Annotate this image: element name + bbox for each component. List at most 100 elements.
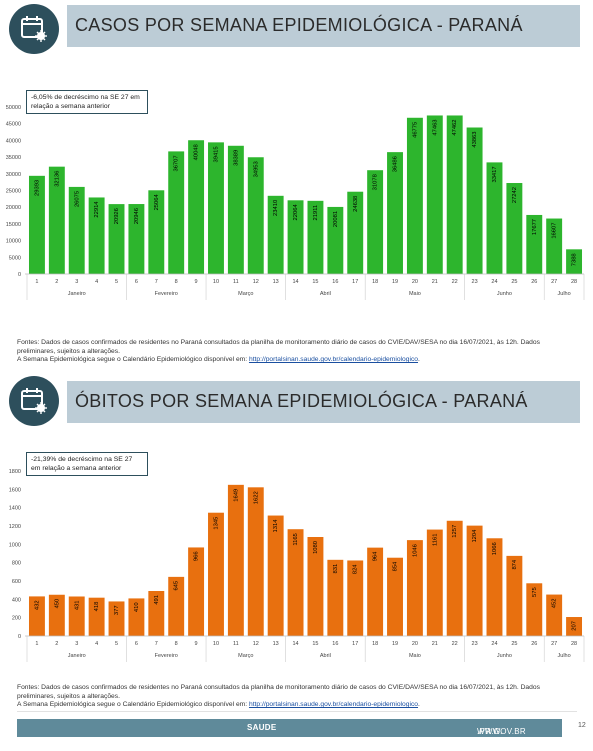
bar (566, 249, 583, 274)
bar (208, 512, 224, 636)
y-tick-label: 30000 (6, 172, 21, 178)
bar (387, 557, 403, 636)
x-tick-label: 22 (452, 279, 458, 285)
data-label: 410 (134, 602, 140, 612)
x-tick-label: 12 (253, 641, 259, 647)
bar (247, 157, 264, 274)
data-label: 36707 (174, 155, 180, 171)
x-tick-label: 10 (213, 641, 219, 647)
x-tick-label: 16 (332, 279, 338, 285)
bar (88, 197, 105, 274)
y-tick-label: 10000 (6, 239, 21, 245)
data-label: 20926 (114, 208, 120, 224)
bar (327, 559, 344, 636)
x-tick-label: 1 (35, 641, 38, 647)
month-label: Março (238, 653, 253, 659)
section-title-obitos: ÓBITOS POR SEMANA EPIDEMIOLÓGICA - PARAN… (67, 381, 580, 423)
data-label: 26075 (74, 191, 80, 207)
data-label: 47463 (432, 119, 438, 135)
deaths-source-line2: A Semana Epidemiológica segue o Calendár… (17, 701, 249, 709)
x-tick-label: 3 (75, 641, 78, 647)
x-tick-label: 17 (352, 641, 358, 647)
y-tick-label: 0 (18, 272, 21, 278)
deaths-callout-text: -21,39% de decréscimo na SE 27 em relaçã… (31, 456, 133, 472)
bar (128, 204, 145, 274)
bar (188, 140, 205, 274)
page-title: CASOS POR SEMANA EPIDEMIOLÓGICA - PARANÁ (75, 15, 523, 35)
cases-callout-text: -6,05% de decréscimo na SE 27 em relação… (31, 94, 140, 110)
bar (148, 590, 165, 636)
bar (188, 547, 205, 636)
calendar-virus-icon (9, 376, 59, 426)
data-label: 22064 (293, 204, 299, 221)
bar (426, 115, 443, 275)
bar (287, 529, 304, 636)
y-tick-label: 15000 (6, 222, 21, 228)
y-tick-label: 0 (18, 634, 21, 640)
month-label: Maio (409, 291, 421, 297)
y-tick-label: 35000 (6, 155, 21, 161)
data-label: 824 (353, 564, 359, 574)
data-label: 1046 (412, 544, 418, 557)
data-label: 1345 (214, 517, 220, 530)
month-label: Junho (497, 291, 512, 297)
bar (526, 583, 543, 636)
bar (506, 183, 523, 274)
data-label: 31078 (373, 174, 379, 190)
x-tick-label: 13 (273, 279, 279, 285)
cases-callout: -6,05% de decréscimo na SE 27 em relação… (26, 90, 148, 114)
bar (526, 214, 543, 274)
y-tick-label: 800 (12, 561, 21, 567)
bar (48, 594, 65, 636)
bar (307, 200, 324, 274)
deaths-source-note: Fontes: Dados de casos confirmados de re… (17, 684, 577, 710)
bar (506, 555, 523, 636)
bar (108, 204, 125, 274)
x-tick-label: 27 (551, 641, 557, 647)
calendar-link[interactable]: http://portalsinan.saude.gov.br/calendar… (248, 701, 419, 709)
y-tick-label: 600 (12, 579, 21, 585)
bar (148, 190, 165, 274)
bar (546, 218, 563, 274)
footer-site[interactable]: WWW. SAUDE .PR.GOV.BR (247, 723, 526, 736)
bar (446, 115, 463, 274)
x-tick-label: 9 (195, 279, 198, 285)
bar (267, 515, 284, 636)
bar (486, 538, 503, 636)
x-tick-label: 12 (253, 279, 259, 285)
month-label: Julho (558, 653, 571, 659)
month-label: Fevereiro (155, 653, 178, 659)
bar (227, 484, 244, 636)
y-tick-label: 1200 (9, 524, 21, 530)
bar (68, 186, 85, 274)
data-label: 1622 (253, 491, 259, 504)
x-tick-label: 3 (75, 279, 78, 285)
x-tick-label: 26 (531, 279, 537, 285)
x-tick-label: 14 (292, 641, 298, 647)
x-tick-label: 28 (571, 279, 577, 285)
month-label: Julho (558, 291, 571, 297)
month-label: Abril (320, 291, 331, 297)
footer-site-suffix: .PR.GOV.BR (477, 727, 526, 736)
x-tick-label: 18 (372, 641, 378, 647)
bar (327, 206, 344, 274)
section-title-casos: CASOS POR SEMANA EPIDEMIOLÓGICA - PARANÁ (67, 5, 580, 47)
calendar-link[interactable]: http://portalsinan.saude.gov.br/calendar… (248, 356, 419, 364)
x-tick-label: 23 (472, 641, 478, 647)
x-tick-label: 22 (452, 641, 458, 647)
data-label: 27242 (512, 187, 518, 203)
bar (446, 520, 463, 636)
data-label: 854 (393, 561, 399, 571)
bar (486, 162, 503, 274)
data-label: 36486 (393, 156, 399, 172)
data-label: 34953 (253, 161, 259, 177)
y-tick-label: 20000 (6, 205, 21, 211)
deaths-source-suffix: . (418, 701, 420, 709)
footer-site-prefix: WWW. (477, 727, 503, 736)
x-tick-label: 18 (372, 279, 378, 285)
bar (406, 540, 423, 636)
x-tick-label: 24 (491, 641, 497, 647)
x-tick-label: 14 (292, 279, 298, 285)
x-tick-label: 19 (392, 641, 398, 647)
data-label: 7388 (572, 253, 578, 266)
